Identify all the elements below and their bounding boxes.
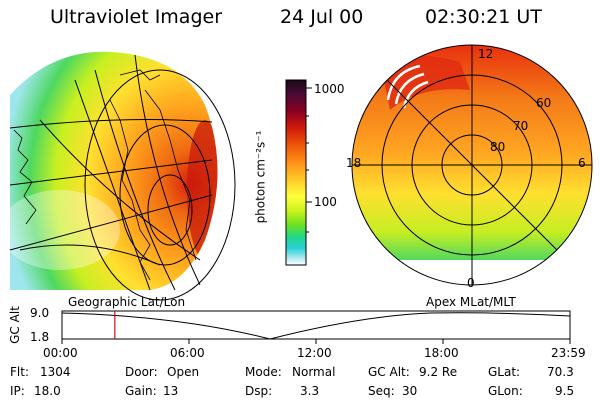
status-flt-key: Flt: bbox=[10, 365, 29, 379]
colorbar bbox=[285, 79, 312, 266]
geographic-image bbox=[9, 51, 236, 301]
colorbar-unit-label: photon cm⁻²s⁻¹ bbox=[253, 130, 268, 224]
time-tick-2359: 23:59 bbox=[551, 346, 586, 360]
status-gain-value: 13 bbox=[163, 384, 179, 398]
mlt-label-0: 0 bbox=[467, 276, 475, 290]
mlt-label-12: 12 bbox=[478, 47, 494, 61]
status-glon-value: 9.5 bbox=[555, 384, 575, 398]
time-tick-1800: 18:00 bbox=[424, 346, 459, 360]
status-gain-key: Gain: bbox=[125, 384, 157, 398]
time-tick-1200: 12:00 bbox=[297, 346, 332, 360]
apex-polar-image bbox=[351, 44, 593, 286]
status-door-value: Open bbox=[167, 365, 200, 379]
altitude-ytick-1-8: 1.8 bbox=[30, 330, 50, 344]
time-tick-0000: 00:00 bbox=[43, 346, 78, 360]
status-gcalt-key: GC Alt: bbox=[368, 365, 410, 379]
coastline-outline bbox=[13, 69, 197, 281]
altitude-plot bbox=[61, 310, 571, 344]
status-glat-key: GLat: bbox=[488, 365, 521, 379]
status-ip-value: 18.0 bbox=[34, 384, 61, 398]
mlat-label-80: 80 bbox=[490, 140, 506, 154]
status-glat-value: 70.3 bbox=[547, 365, 574, 379]
status-mode-key: Mode: bbox=[245, 365, 282, 379]
observation-date: 24 Jul 00 bbox=[280, 6, 364, 28]
status-seq-key: Seq: bbox=[368, 384, 395, 398]
mlt-label-18: 18 bbox=[346, 156, 362, 170]
right-panel-caption: Apex MLat/MLT bbox=[426, 295, 516, 309]
status-mode-value: Normal bbox=[292, 365, 336, 379]
status-dsp-key: Dsp: bbox=[245, 384, 273, 398]
status-door-key: Door: bbox=[125, 365, 158, 379]
mlt-label-6: 6 bbox=[578, 156, 586, 170]
status-seq-value: 30 bbox=[402, 384, 418, 398]
altitude-ylabel: GC Alt bbox=[7, 306, 22, 344]
mlat-label-60: 60 bbox=[536, 96, 552, 110]
observation-time: 02:30:21 UT bbox=[425, 6, 542, 28]
colorbar-tick-100: 100 bbox=[314, 195, 337, 209]
lat-lon-grid bbox=[9, 54, 236, 301]
time-tick-0600: 06:00 bbox=[170, 346, 205, 360]
colorbar-tick-1000: 1000 bbox=[314, 82, 345, 96]
mlat-label-70: 70 bbox=[513, 119, 529, 133]
status-gcalt-value: 9.2 Re bbox=[419, 365, 458, 379]
status-glon-key: GLon: bbox=[488, 384, 523, 398]
altitude-ytick-9: 9.0 bbox=[30, 306, 50, 320]
instrument-title: Ultraviolet Imager bbox=[50, 6, 223, 28]
left-panel-caption: Geographic Lat/Lon bbox=[68, 295, 186, 309]
status-ip-key: IP: bbox=[10, 384, 25, 398]
polar-grid bbox=[351, 44, 593, 286]
status-dsp-value: 3.3 bbox=[300, 384, 320, 398]
status-flt-value: 1304 bbox=[40, 365, 71, 379]
